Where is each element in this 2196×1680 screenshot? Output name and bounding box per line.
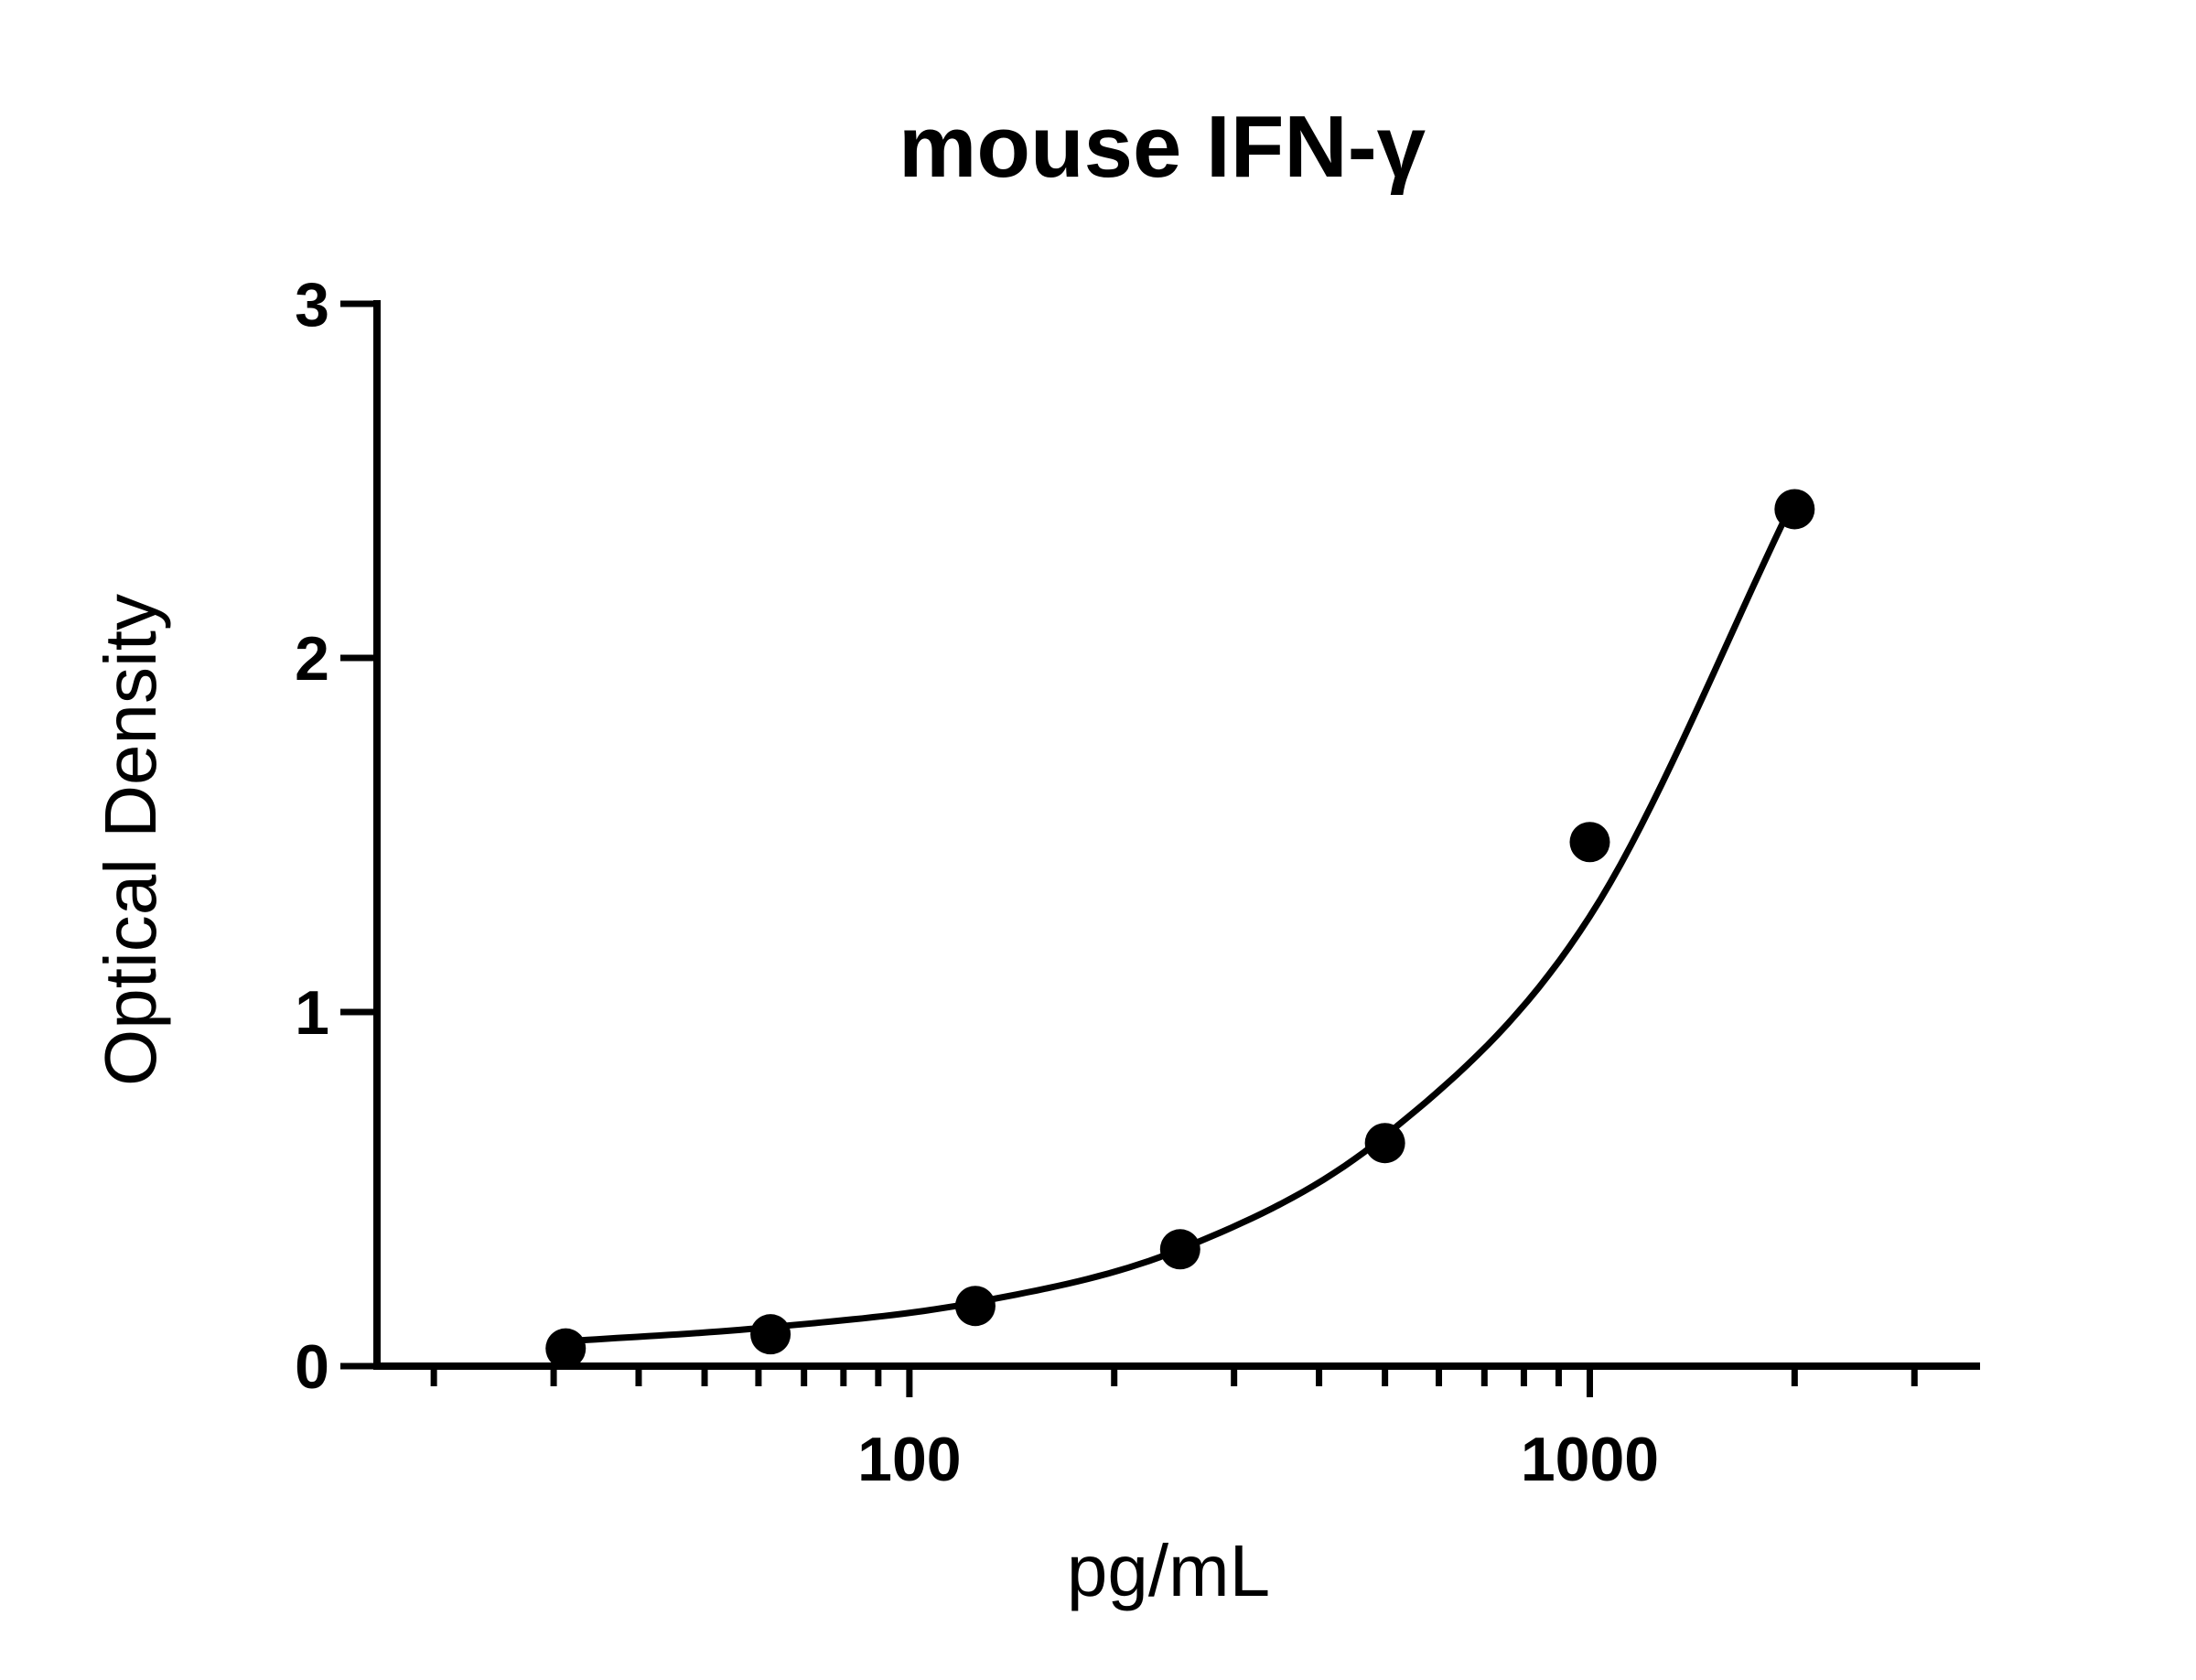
data-point-2 [954,1286,996,1327]
data-point-0 [545,1328,587,1369]
y-tick-label-2: 2 [295,624,329,694]
y-tick-label-1: 1 [295,978,329,1048]
y-tick-label-0: 0 [295,1332,329,1402]
data-points [545,489,1815,1369]
data-point-1 [750,1314,791,1355]
data-point-3 [1159,1229,1200,1270]
fit-curve [565,497,1798,1345]
x-axis-ticks: 100 1000 [430,1366,1918,1494]
y-axis-ticks: 0 1 2 3 [295,270,377,1402]
data-point-6 [1774,489,1815,530]
data-point-5 [1569,822,1610,863]
chart-title: mouse IFN-γ [899,98,1426,196]
x-tick-label-0: 100 [857,1425,961,1494]
y-axis-label: Optical Density [90,594,171,1086]
x-tick-label-1: 1000 [1521,1425,1659,1494]
y-tick-label-3: 3 [295,270,329,339]
x-axis-label: pg/mL [1067,1530,1270,1611]
data-point-4 [1364,1123,1405,1164]
